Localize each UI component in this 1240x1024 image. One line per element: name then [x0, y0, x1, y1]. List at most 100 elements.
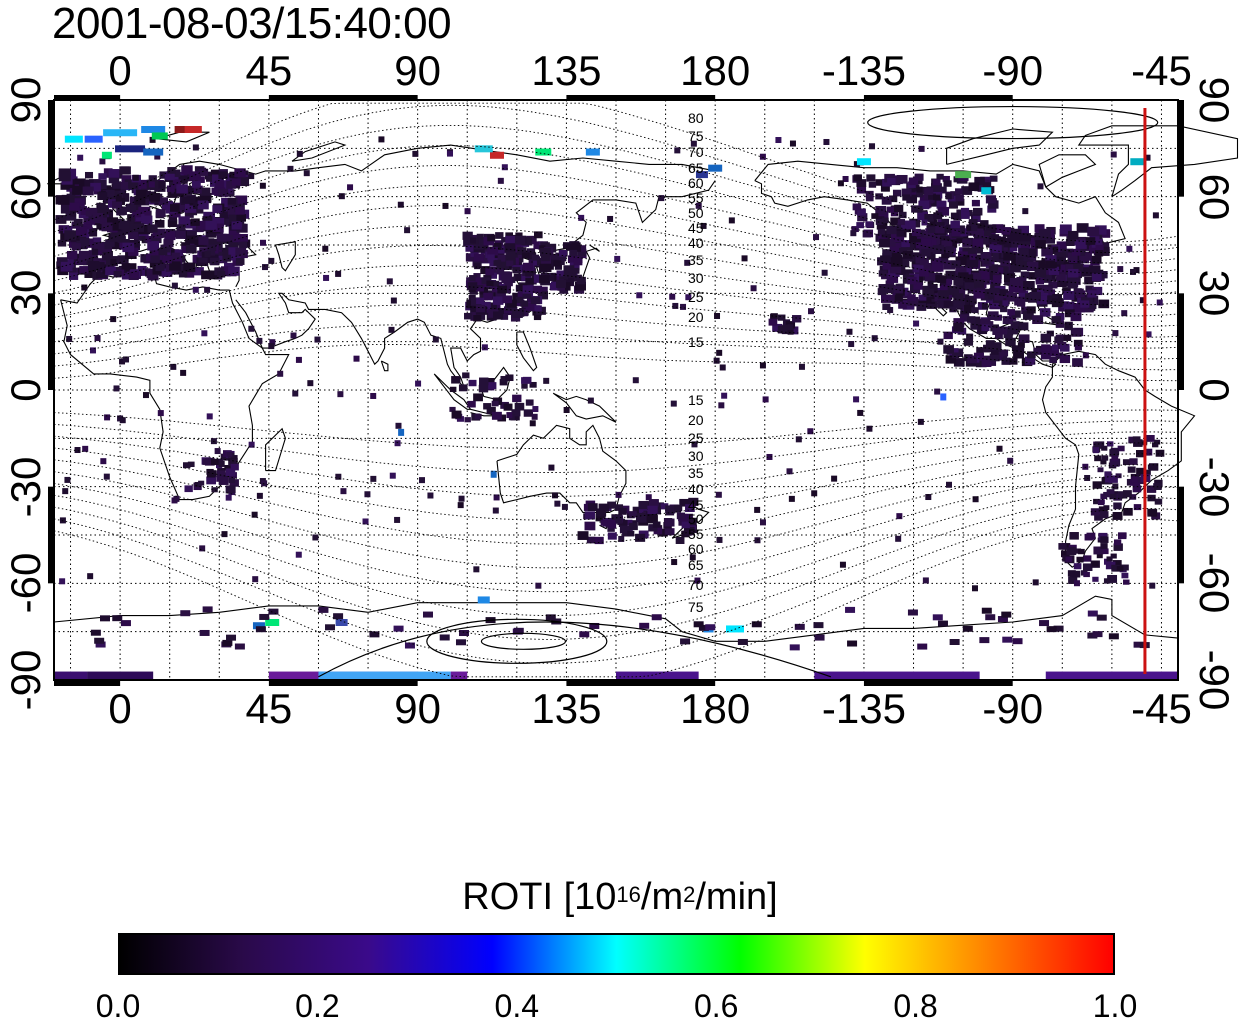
roti-cell	[451, 376, 461, 384]
roti-cell	[221, 197, 233, 208]
roti-cell	[467, 400, 476, 408]
roti-cell	[455, 639, 466, 646]
roti-cell	[102, 251, 113, 261]
roti-cell	[1055, 352, 1064, 359]
roti-cell	[127, 180, 139, 190]
roti-cell	[511, 309, 523, 318]
roti-cell	[857, 213, 868, 222]
colorbar-tick-label: 0.8	[893, 988, 938, 1024]
roti-cell	[1111, 564, 1120, 572]
coastline	[479, 366, 511, 401]
roti-cell	[901, 240, 910, 248]
roti-cell	[221, 531, 228, 538]
roti-cell	[887, 177, 896, 185]
roti-cell	[1035, 260, 1048, 270]
roti-cell	[954, 299, 966, 309]
roti-cell	[492, 296, 504, 305]
roti-cell	[992, 252, 1005, 263]
roti-cell	[927, 226, 936, 234]
roti-cell	[1045, 260, 1056, 269]
roti-cell	[110, 222, 121, 231]
roti-cell	[1070, 312, 1082, 322]
roti-cell	[307, 380, 314, 387]
roti-cell	[202, 216, 213, 225]
roti-cell	[563, 265, 575, 275]
roti-cell	[916, 303, 927, 311]
roti-cell	[217, 271, 226, 278]
roti-cell	[955, 266, 967, 276]
roti-cell	[927, 280, 934, 287]
roti-cell	[759, 153, 766, 160]
roti-cell	[1059, 354, 1071, 364]
roti-cell	[880, 184, 890, 192]
roti-cell	[689, 554, 696, 561]
roti-cell	[1071, 248, 1081, 256]
roti-cell	[427, 492, 434, 499]
roti-cell	[894, 204, 904, 213]
mlat-contour-north	[53, 245, 1179, 328]
roti-cell	[691, 441, 698, 448]
roti-cell	[943, 300, 954, 309]
x-tick-label-top: 180	[680, 47, 751, 94]
roti-cell	[138, 179, 150, 189]
roti-cell	[1121, 310, 1128, 317]
roti-cell	[902, 194, 911, 201]
roti-cell	[607, 532, 617, 540]
roti-cell	[206, 476, 217, 485]
roti-cell	[941, 240, 953, 250]
mlat-label: 55	[688, 190, 704, 206]
roti-cell	[94, 637, 105, 644]
mlat-label: 50	[688, 511, 704, 527]
roti-cell	[947, 285, 960, 296]
roti-cell	[92, 212, 104, 222]
roti-cell	[1080, 251, 1092, 261]
mlat-label: 60	[688, 541, 704, 557]
roti-cell	[549, 282, 558, 289]
roti-cell	[968, 182, 980, 191]
roti-cell	[1108, 475, 1118, 483]
roti-cell	[1046, 330, 1054, 337]
roti-cell	[56, 257, 68, 266]
roti-cell	[1076, 223, 1089, 233]
roti-cell	[675, 536, 685, 544]
roti-cell	[1059, 343, 1070, 352]
roti-cell	[1136, 467, 1146, 476]
y-tick-label-left: 30	[2, 269, 49, 317]
roti-cell	[932, 194, 940, 201]
roti-cell	[1092, 447, 1099, 454]
roti-cell	[503, 403, 513, 411]
roti-cell	[251, 511, 258, 518]
roti-cell	[84, 268, 97, 278]
roti-cell	[987, 205, 997, 213]
roti-cell	[529, 381, 537, 388]
roti-cell	[932, 245, 944, 255]
roti-cell	[991, 342, 1002, 351]
roti-cell	[989, 287, 1000, 297]
roti-cell	[821, 269, 828, 276]
roti-cell	[972, 496, 979, 503]
roti-cell	[892, 189, 902, 197]
roti-cell	[1014, 283, 1026, 293]
roti-cell	[972, 238, 984, 248]
roti-cell	[1093, 498, 1100, 505]
roti-cell	[857, 409, 864, 416]
coastline	[380, 360, 389, 372]
roti-cell	[902, 250, 913, 259]
roti-cell	[1054, 336, 1064, 344]
roti-cell	[853, 161, 860, 168]
roti-cell	[62, 225, 73, 234]
roti-cell	[483, 403, 492, 410]
roti-cell	[78, 250, 90, 260]
y-tick-label-left: 0	[2, 378, 49, 402]
map-content	[47, 100, 1239, 680]
roti-cell	[212, 205, 223, 214]
roti-cell	[79, 266, 89, 274]
x-tick-label-bottom: -90	[982, 685, 1044, 732]
roti-cell	[70, 210, 77, 217]
roti-cell	[135, 189, 148, 200]
roti-cell	[680, 303, 687, 310]
roti-cell	[966, 333, 974, 340]
roti-cell	[1148, 463, 1159, 471]
roti-cell	[218, 188, 229, 197]
roti-cell	[333, 613, 344, 620]
